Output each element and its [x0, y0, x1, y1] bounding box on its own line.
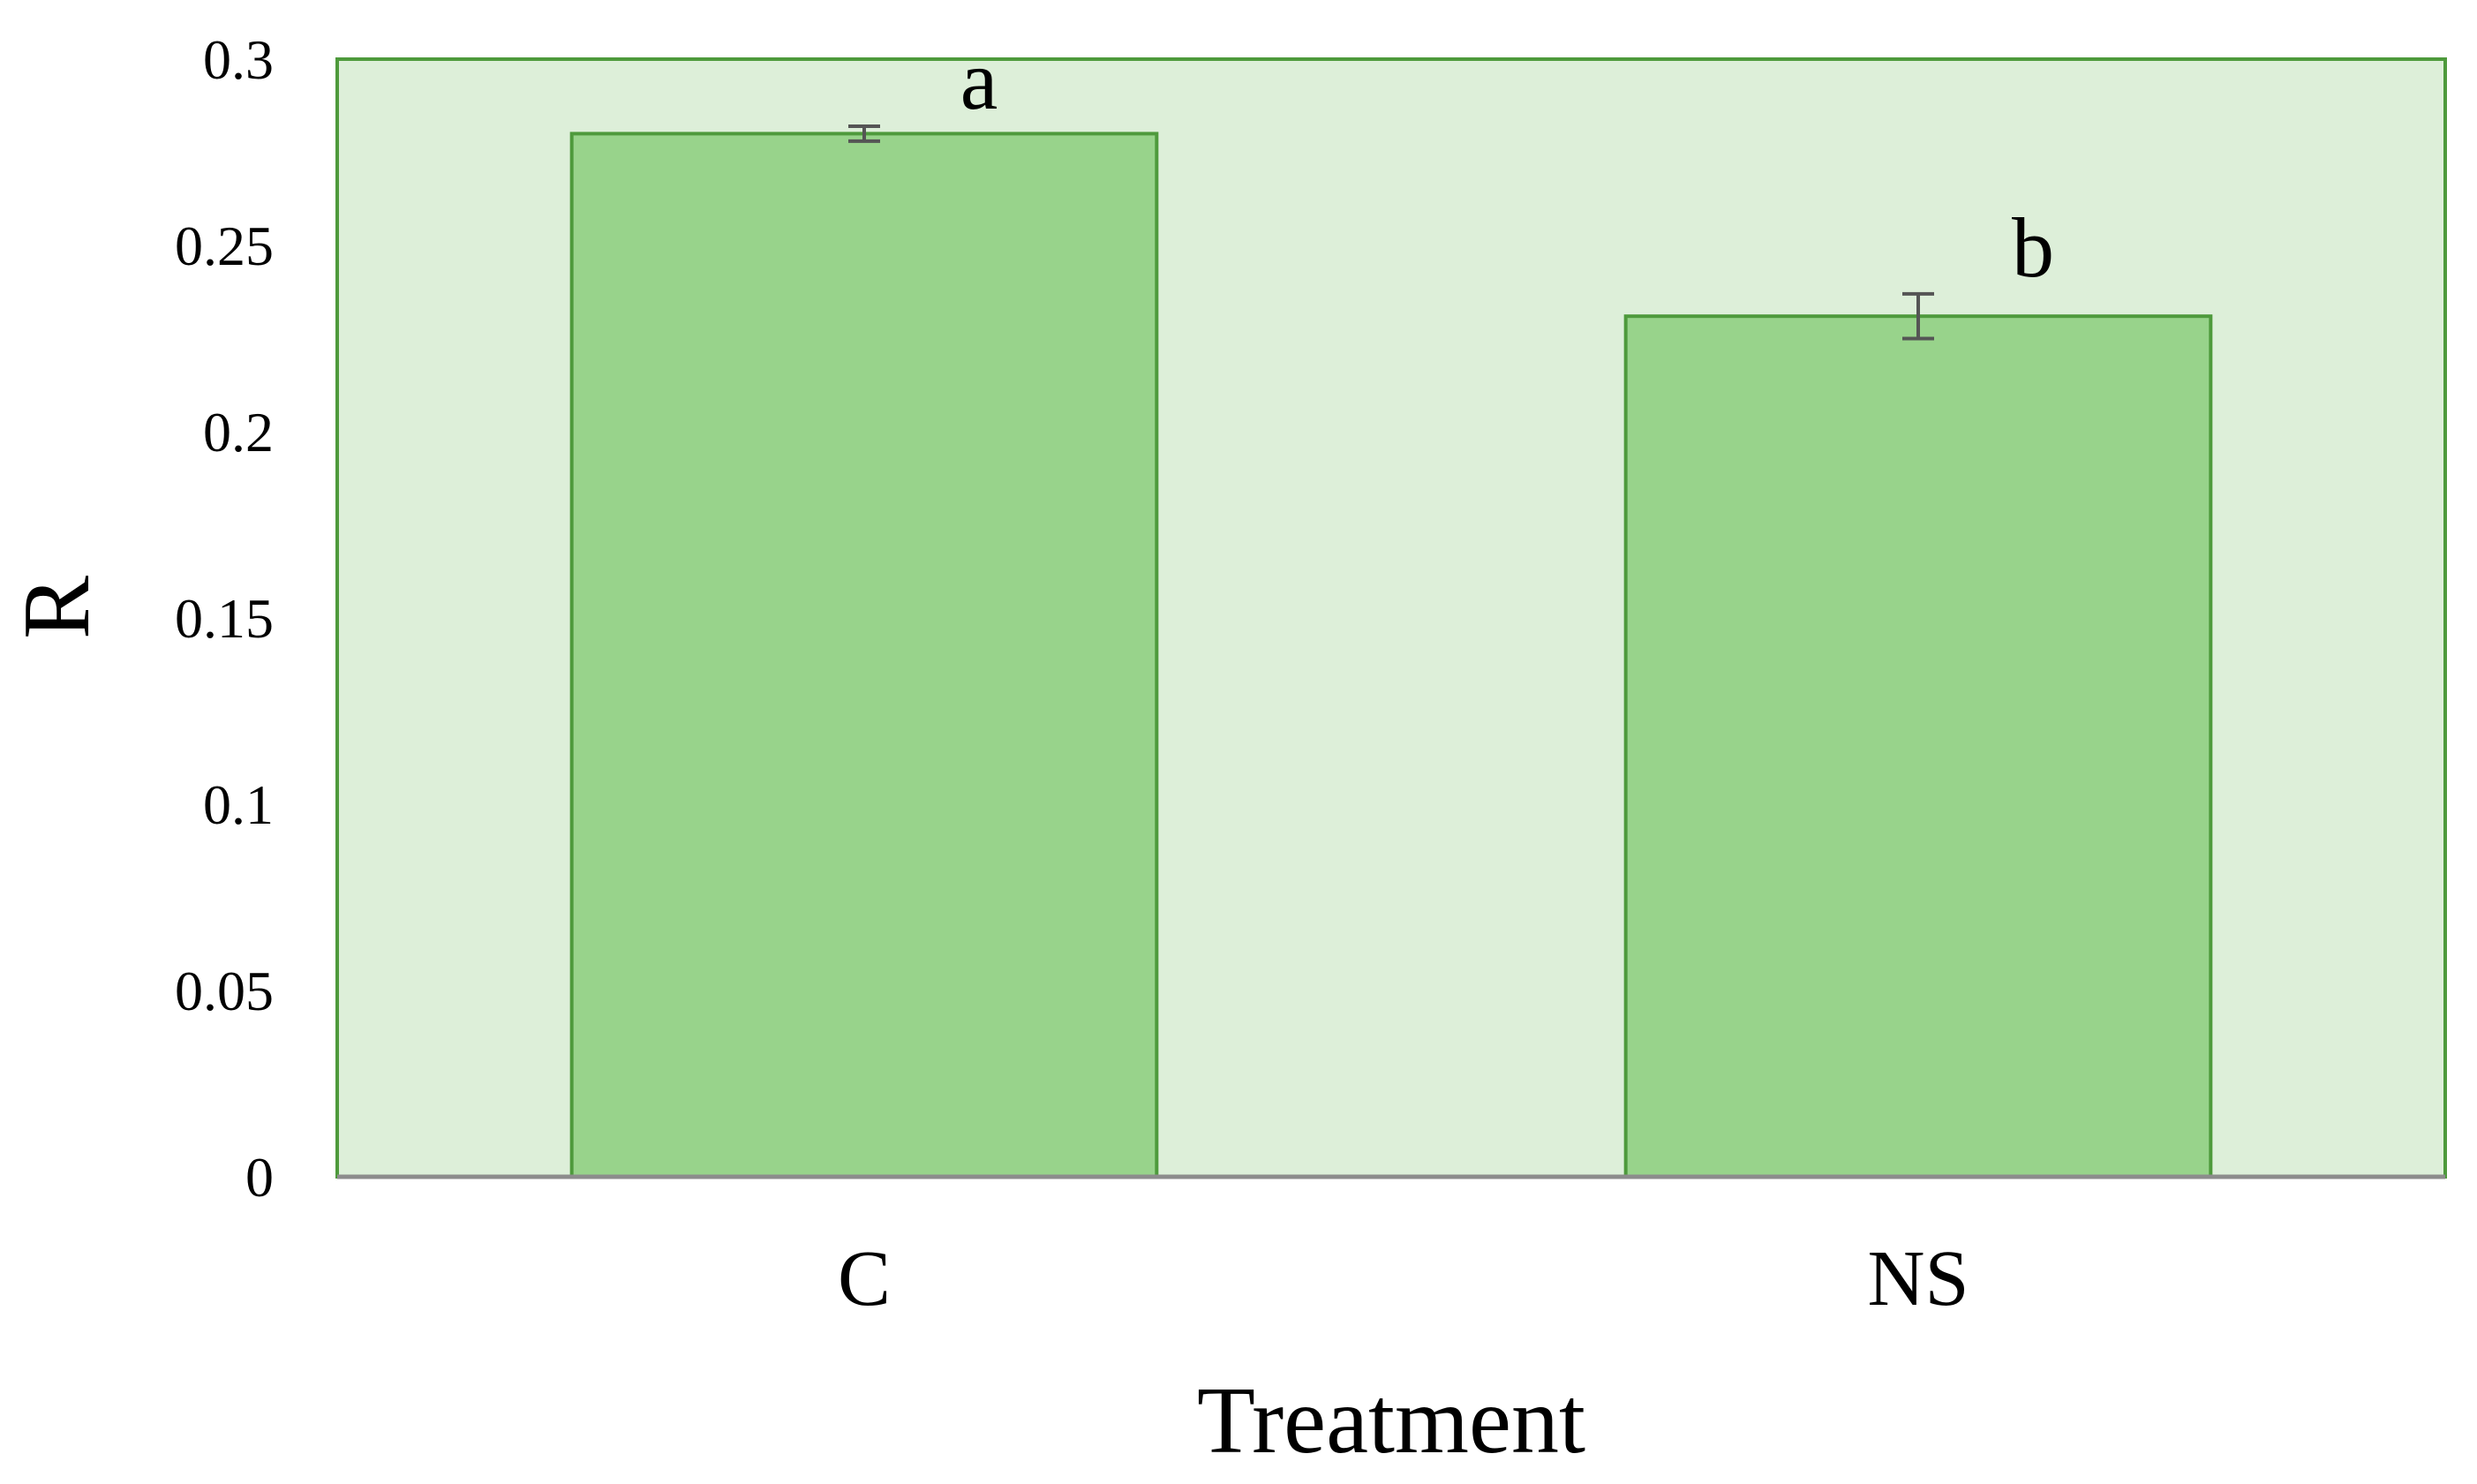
significance-letters-layer: ab — [960, 33, 2054, 295]
significance-letter-ns: b — [2012, 200, 2054, 295]
error-bar-ns — [1902, 291, 1934, 341]
bar-c — [569, 132, 1159, 1179]
x-tick-labels: C NS — [838, 1235, 1969, 1322]
x-tick-label-ns: NS — [1867, 1235, 1969, 1322]
y-axis-title: R — [4, 576, 109, 639]
y-tick-label: 0 — [245, 1146, 274, 1209]
error-bar-c — [848, 124, 880, 143]
error-bars-layer — [848, 124, 1934, 341]
y-tick-label: 0.15 — [175, 587, 274, 650]
y-tick-label: 0.25 — [175, 215, 274, 277]
y-tick-labels: 0 0.05 0.1 0.15 0.2 0.25 0.3 — [175, 28, 274, 1209]
y-tick-label: 0.1 — [203, 773, 274, 836]
y-tick-label: 0.3 — [203, 28, 274, 91]
bar-ns — [1623, 314, 2213, 1179]
x-axis-title: Treatment — [1197, 1368, 1585, 1473]
x-tick-label-c: C — [838, 1235, 891, 1322]
y-tick-label: 0.2 — [203, 401, 274, 463]
y-tick-label: 0.05 — [175, 960, 274, 1022]
significance-letter-c: a — [960, 33, 998, 127]
